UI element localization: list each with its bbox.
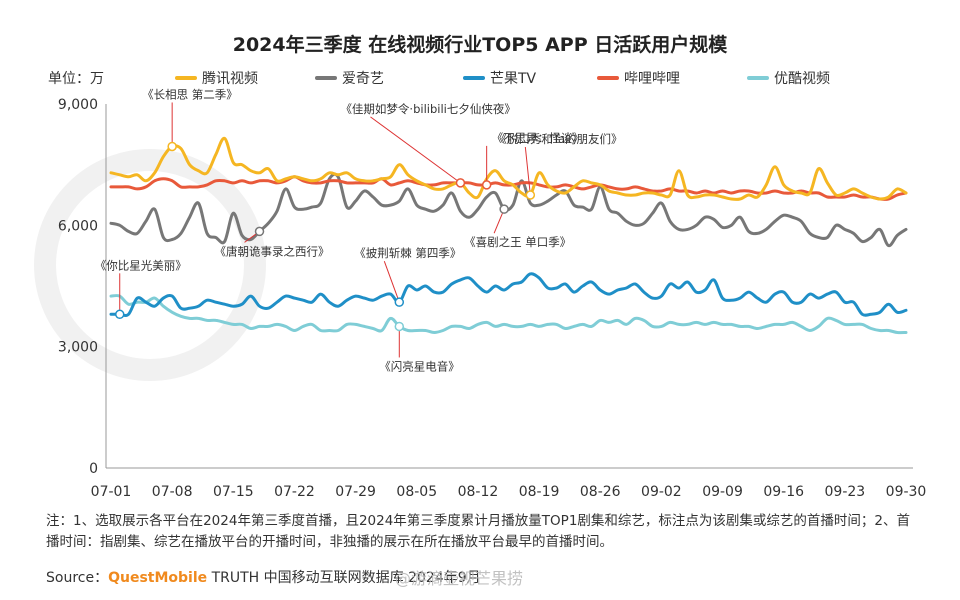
legend-swatch: [175, 76, 197, 80]
annotation-leader: [370, 116, 461, 184]
annotation-label: 《闪亮星电音》: [379, 359, 460, 373]
legend-item: 优酷视频: [747, 68, 857, 88]
source-line: Source：QuestMobile TRUTH 中国移动互联网数据库 2024…: [46, 567, 481, 587]
x-tick-label: 07-01: [91, 484, 132, 500]
x-tick-label: 09-23: [825, 484, 866, 500]
x-tick-label: 08-05: [396, 484, 437, 500]
x-tick-label: 09-02: [641, 484, 682, 500]
legend-label: 爱奇艺: [342, 71, 384, 87]
x-tick-label: 07-22: [274, 484, 315, 500]
source-suffix: TRUTH 中国移动互联网数据库 2024年9月: [207, 570, 481, 586]
annotation-point: [167, 141, 177, 152]
x-tick-label: 07-29: [335, 484, 376, 500]
series-line-0: [109, 136, 908, 201]
annotation-point: [455, 178, 466, 188]
legend-swatch: [315, 76, 337, 80]
legend-item: 腾讯视频: [175, 68, 315, 88]
annotation-label: 《唐朝诡事录之西行》: [215, 244, 330, 258]
annotation-label: 《佳期如梦令·bilibili七夕仙侠夜》: [340, 102, 515, 116]
y-tick-label: 6,000: [58, 218, 98, 234]
x-tick-label: 08-19: [519, 484, 560, 500]
y-tick-label: 0: [89, 461, 98, 477]
series-line-4: [109, 294, 908, 335]
x-tick-label: 07-08: [152, 484, 193, 500]
legend-item: 芒果TV: [463, 68, 597, 88]
annotation-point: [481, 180, 492, 190]
annotation-leader: [524, 146, 531, 196]
series-line-2: [109, 272, 908, 317]
annotation-label: 《你比星光美丽》: [95, 258, 187, 272]
annotation-point: [525, 190, 536, 200]
annotation-label: 《脱口秀和Ta的朋友们》: [495, 132, 622, 146]
annotation-leader: [383, 261, 400, 303]
legend: 腾讯视频 爱奇艺 芒果TV 哔哩哔哩 优酷视频: [175, 68, 857, 88]
source-brand: QuestMobile: [108, 570, 208, 586]
x-tick-label: 09-16: [763, 484, 804, 500]
legend-swatch: [597, 76, 619, 80]
legend-swatch: [747, 76, 769, 80]
legend-swatch: [463, 76, 485, 80]
annotation-label: 《披荆斩棘 第四季》: [354, 246, 461, 260]
annotation-point: [394, 321, 405, 332]
footnote: 注：1、选取展示各平台在2024年第三季度首播，且2024年第三季度累计月播放量…: [46, 513, 910, 550]
x-tick-label: 08-26: [580, 484, 621, 500]
chart-title: 2024年三季度 在线视频行业TOP5 APP 日活跃用户规模: [232, 34, 728, 56]
x-tick-label: 09-30: [886, 484, 927, 500]
source-prefix: Source：: [46, 570, 109, 586]
annotation-point: [394, 297, 405, 307]
legend-label: 腾讯视频: [202, 71, 258, 87]
annotation-label: 《喜剧之王 单口季》: [464, 235, 571, 249]
y-tick-label: 9,000: [58, 97, 98, 113]
x-tick-label: 07-15: [213, 484, 254, 500]
legend-item: 哔哩哔哩: [597, 68, 747, 88]
legend-label: 哔哩哔哩: [624, 71, 680, 87]
annotation-point: [254, 226, 265, 237]
legend-item: 爱奇艺: [315, 68, 463, 88]
annotation-label: 《长相思 第二季》: [142, 87, 238, 101]
y-tick-label: 3,000: [58, 340, 98, 356]
series-line-3: [109, 175, 908, 201]
unit-label: 单位：万: [48, 71, 104, 87]
annotation-label: 《不思异：怪谈》: [492, 131, 584, 145]
legend-label: 优酷视频: [774, 71, 830, 87]
legend-label: 芒果TV: [490, 71, 537, 87]
x-tick-label: 08-12: [458, 484, 499, 500]
watermark-text: @游滴壶视芒果捞: [395, 569, 524, 588]
x-tick-label: 09-09: [702, 484, 743, 500]
annotation-point: [114, 309, 125, 320]
annotation-point: [499, 204, 509, 214]
watermark-ring: [34, 149, 266, 381]
